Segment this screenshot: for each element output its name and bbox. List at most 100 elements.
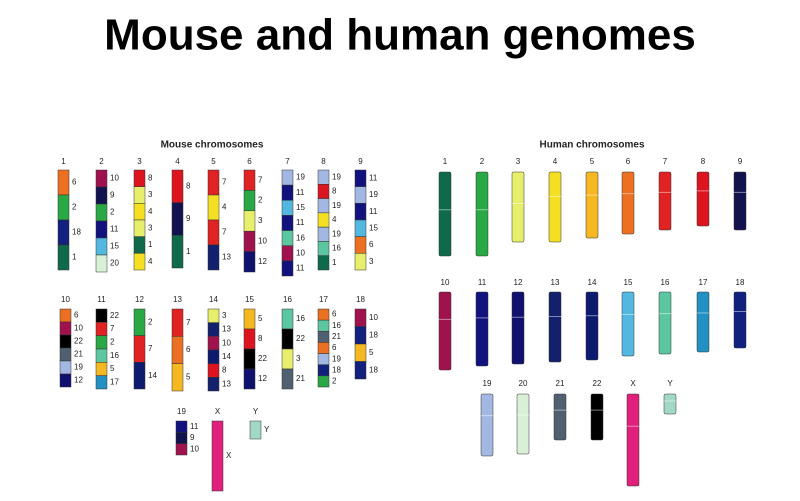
segment — [95, 348, 108, 363]
segment-label: 5 — [258, 314, 263, 323]
segment-label: 22 — [296, 334, 305, 343]
chromosome-label: 14 — [588, 278, 597, 287]
chromosome — [590, 393, 604, 441]
chromosome-label: 6 — [247, 157, 252, 166]
segment-label: 7 — [110, 324, 115, 333]
chromosome-label: 5 — [211, 157, 216, 166]
segment-label: 16 — [296, 314, 305, 323]
chromosome-label: 4 — [553, 157, 558, 166]
chromosome — [733, 291, 747, 349]
segment — [281, 184, 294, 201]
segment-label: 21 — [296, 374, 305, 383]
segment — [354, 203, 367, 221]
segment — [57, 219, 70, 246]
segment — [59, 347, 72, 362]
chromosome — [621, 171, 635, 235]
segment-label: 3 — [258, 216, 263, 225]
segment-label: 10 — [222, 338, 231, 347]
segment — [317, 308, 330, 321]
segment — [133, 335, 146, 363]
segment-label: 7 — [222, 178, 227, 187]
chromosome-label: 21 — [556, 379, 565, 388]
mouse-title: Mouse chromosomes — [161, 140, 264, 151]
chromosome-label: 2 — [480, 157, 485, 166]
segment — [317, 375, 330, 388]
segment — [57, 169, 70, 196]
segment — [133, 308, 146, 336]
segment-label: 2 — [110, 208, 115, 217]
chromosome-label: 20 — [519, 379, 528, 388]
chromosome — [663, 393, 677, 415]
chromosome-label: 7 — [663, 157, 668, 166]
chromosome-label: 14 — [209, 295, 218, 304]
segment — [133, 169, 146, 187]
chromosome — [480, 393, 494, 457]
chromosome-label: 17 — [319, 295, 328, 304]
segment-label: 2 — [258, 196, 263, 205]
chromosome-label: 9 — [738, 157, 743, 166]
segment — [133, 219, 146, 237]
chromosome-label: 8 — [701, 157, 706, 166]
segment — [243, 368, 256, 390]
segment-label: 14 — [148, 371, 157, 380]
chromosome-label: 4 — [175, 157, 180, 166]
segment — [243, 230, 256, 252]
segment — [171, 169, 184, 203]
segment — [133, 186, 146, 204]
segment — [59, 373, 72, 388]
chromosome-label: 18 — [356, 295, 365, 304]
chromosome — [511, 291, 525, 365]
segment-label: 11 — [110, 225, 119, 234]
segment — [59, 360, 72, 375]
segment-label: 7 — [148, 344, 153, 353]
segment-label: 22 — [74, 337, 83, 346]
segment-label: 9 — [110, 191, 115, 200]
chromosome — [516, 393, 530, 455]
segment — [354, 169, 367, 187]
segment-label: 6 — [369, 240, 374, 249]
chromosome — [553, 393, 567, 441]
segment — [171, 363, 184, 392]
segment — [281, 368, 294, 390]
segment-label: 10 — [74, 324, 83, 333]
segment-label: 17 — [110, 377, 119, 386]
segment-label: 21 — [74, 350, 83, 359]
segment-label: 18 — [72, 228, 81, 237]
segment-label: 10 — [296, 248, 305, 257]
segment-label: 11 — [369, 207, 378, 216]
segment — [243, 190, 256, 212]
segment-label: 18 — [369, 365, 378, 374]
segment-label: 21 — [332, 332, 341, 341]
segment — [133, 253, 146, 271]
segment-label: 10 — [369, 313, 378, 322]
chromosome — [438, 291, 452, 371]
segment-label: 9 — [186, 214, 191, 223]
segment-label: 11 — [296, 218, 305, 227]
segment — [171, 308, 184, 337]
segment — [317, 331, 330, 343]
chromosome — [548, 291, 562, 363]
segment — [243, 328, 256, 350]
segment — [317, 198, 330, 214]
segment-label: 15 — [110, 242, 119, 251]
segment-label: 9 — [190, 433, 195, 442]
segment-label: 3 — [369, 257, 374, 266]
segment-label: 8 — [222, 366, 227, 375]
segment — [95, 254, 108, 273]
segment — [281, 169, 294, 186]
chromosome — [438, 171, 452, 257]
chromosome-label: 12 — [135, 295, 144, 304]
segment-label: 5 — [186, 372, 191, 381]
chromosome-label: 19 — [483, 379, 492, 388]
segment-label: 4 — [148, 207, 153, 216]
segment — [317, 241, 330, 256]
segment-label: 8 — [258, 334, 263, 343]
segment — [249, 420, 262, 440]
segment — [207, 322, 220, 337]
segment — [317, 169, 330, 185]
segment-label: 16 — [332, 244, 341, 253]
segment — [95, 308, 108, 323]
segment — [317, 212, 330, 228]
segment — [243, 251, 256, 273]
segment — [95, 169, 108, 188]
